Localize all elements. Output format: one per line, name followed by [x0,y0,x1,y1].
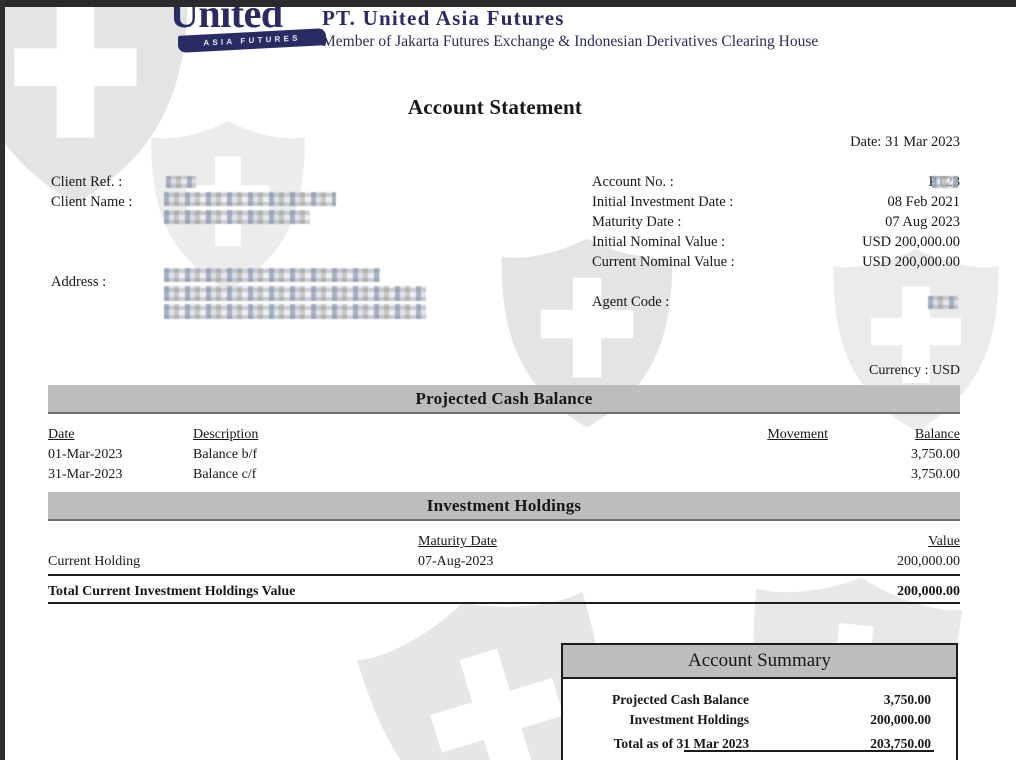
summary-total-row: Total as of 31 Mar 2023 203,750.00 [563,736,956,756]
table-row: 31-Mar-2023 Balance c/f 3,750.00 [48,465,960,485]
page-edge-top [0,0,1016,7]
initial-nominal-value-value: USD 200,000.00 [862,234,960,250]
table-row: 01-Mar-2023 Balance b/f 3,750.00 [48,445,960,465]
col-header-description: Description [193,427,259,442]
summary-row: Projected Cash Balance 3,750.00 [563,692,956,712]
cell-value: 200,000.00 [897,554,960,569]
initial-nominal-value-label: Initial Nominal Value : [592,234,726,250]
holdings-total-underline [48,602,960,604]
cell-date: 31-Mar-2023 [48,467,123,482]
summary-value: 200,000.00 [870,712,931,727]
cell-description: Balance c/f [193,467,257,482]
summary-label: Investment Holdings [629,712,749,727]
company-logo: United ASIA FUTURES [170,0,330,56]
summary-row: Investment Holdings 200,000.00 [563,712,956,732]
client-ref-label: Client Ref. : [51,174,123,190]
holdings-total-value: 200,000.00 [897,584,960,599]
current-nominal-value-value: USD 200,000.00 [862,254,960,270]
client-address-value-redacted [164,304,426,319]
currency-line: Currency : USD [869,363,960,378]
page-edge-left [0,0,5,760]
maturity-date-value: 07 Aug 2023 [885,214,960,230]
client-name-value-redacted [164,192,336,206]
account-summary-box: Account Summary Projected Cash Balance 3… [561,643,958,760]
cell-holding-name: Current Holding [48,554,141,569]
initial-investment-date-value: 08 Feb 2021 [887,194,961,210]
table-header-row: Maturity Date Value [48,531,960,552]
section-header-cash-balance: Projected Cash Balance [48,385,960,414]
cash-balance-table: Date Description Movement Balance 01-Mar… [48,424,960,485]
cell-movement [723,465,828,485]
statement-date: Date: 31 Mar 2023 [850,134,960,150]
client-address-label: Address : [51,274,107,290]
agent-code-value-redacted [928,296,958,309]
client-address-value-redacted [164,268,380,282]
client-name-label: Client Name : [51,194,133,210]
cell-maturity-date: 07-Aug-2023 [418,554,494,569]
col-header-maturity-date: Maturity Date [418,534,497,549]
summary-value: 3,750.00 [883,692,931,707]
account-summary-body: Projected Cash Balance 3,750.00 Investme… [563,679,956,756]
col-header-movement: Movement [767,427,828,442]
col-header-date: Date [48,427,75,442]
maturity-date-label: Maturity Date : [592,214,682,230]
holdings-divider [48,574,960,576]
investment-holdings-table: Maturity Date Value Current Holding 07-A… [48,531,960,572]
company-membership-line: Member of Jakarta Futures Exchange & Ind… [322,33,819,50]
table-header-row: Date Description Movement Balance [48,424,960,445]
cell-balance: 3,750.00 [911,447,960,462]
table-row: Current Holding 07-Aug-2023 200,000.00 [48,552,960,572]
letterhead: United ASIA FUTURES PT. United Asia Futu… [0,0,1016,62]
holdings-total-label: Total Current Investment Holdings Value [48,584,296,599]
holdings-total-row: Total Current Investment Holdings Value … [48,584,960,600]
current-nominal-value-label: Current Nominal Value : [592,254,735,270]
client-address-value-redacted [164,286,426,301]
account-no-label: Account No. : [592,174,674,190]
col-header-balance: Balance [914,427,960,442]
summary-total-value: 203,750.00 [870,736,931,751]
col-header-value: Value [928,534,960,549]
initial-investment-date-label: Initial Investment Date : [592,194,734,210]
account-summary-title: Account Summary [563,645,956,679]
cell-balance: 3,750.00 [911,467,960,482]
agent-code-label: Agent Code : [592,294,670,310]
page-title: Account Statement [407,95,583,119]
cell-description: Balance b/f [193,447,258,462]
company-name: PT. United Asia Futures [322,6,565,30]
client-name-value-redacted [164,210,310,224]
section-header-investment-holdings: Investment Holdings [48,492,960,521]
client-ref-value-redacted [166,176,196,188]
summary-total-label: Total as of 31 Mar 2023 [613,736,749,751]
cell-movement [723,445,828,465]
account-no-value-redacted [932,176,958,188]
cell-date: 01-Mar-2023 [48,447,123,462]
summary-label: Projected Cash Balance [612,692,749,707]
